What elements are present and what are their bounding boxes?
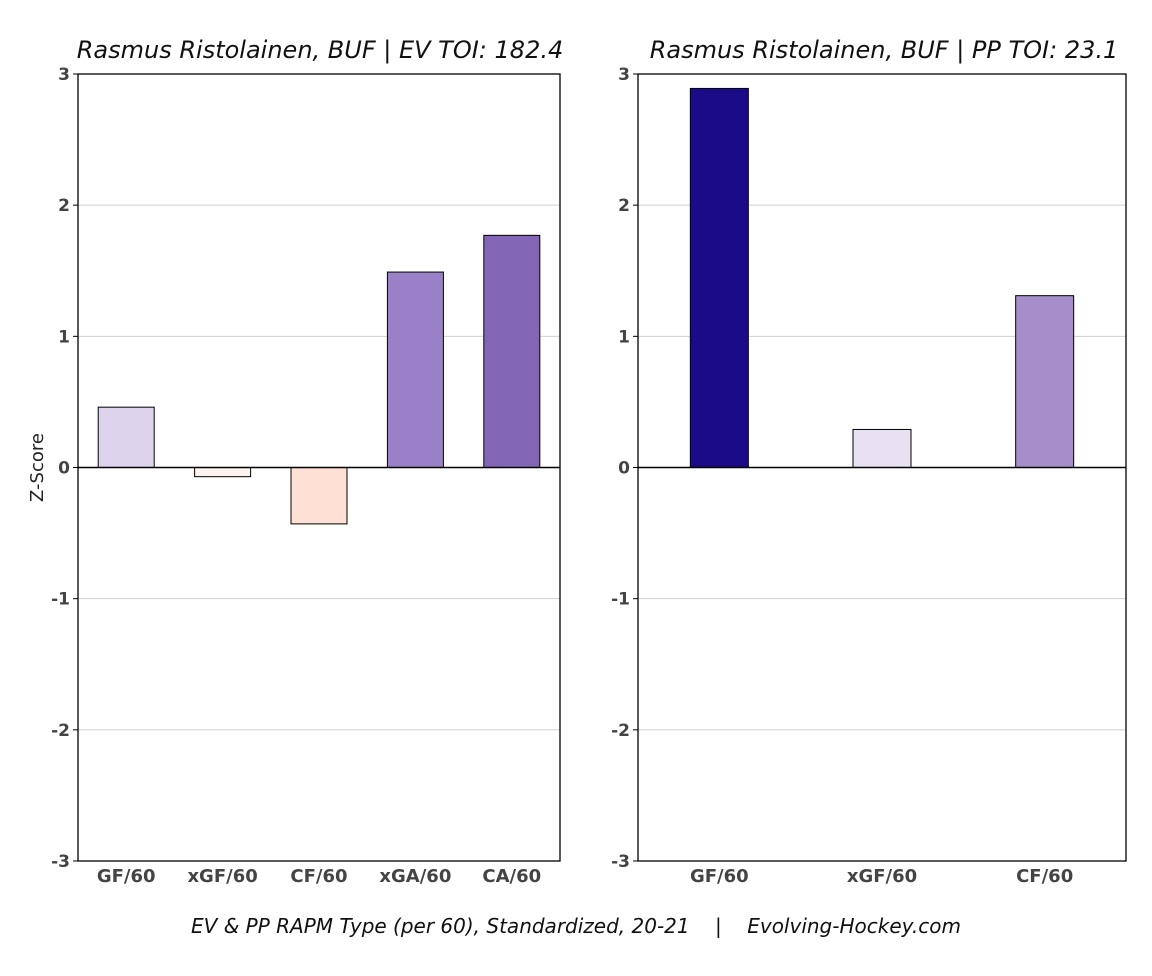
panel2-y-tick-label: 2 (618, 196, 630, 216)
panel2-y-tick-label: 3 (618, 65, 630, 85)
panel1-bar-cf-60 (290, 467, 348, 525)
panel1-title: Rasmus Ristolainen, BUF | EV TOI: 182.4 (77, 36, 563, 64)
panel1-bar-ca-60 (483, 234, 541, 468)
panel1-bar-xga-60 (386, 271, 444, 469)
panel2-y-tick-label: -3 (611, 852, 630, 872)
panel2-title: Rasmus Ristolainen, BUF | PP TOI: 23.1 (650, 36, 1119, 64)
panel2-bar-xgf-60 (852, 428, 912, 469)
panel1-y-tick-label: -2 (51, 721, 70, 741)
panel1-x-tick-label: xGF/60 (187, 866, 257, 887)
panel1-x-tick-label: CF/60 (290, 866, 347, 887)
panel1-x-tick-label: xGA/60 (379, 866, 451, 887)
panel2-y-tick-label: 0 (618, 459, 630, 479)
panel2-x-tick-label: CF/60 (1016, 866, 1073, 887)
panel2-bar-gf-60 (689, 87, 749, 468)
panel1-y-tick-label: -1 (51, 590, 70, 610)
footer-caption: EV & PP RAPM Type (per 60), Standardized… (191, 914, 961, 938)
panel2-x-tick-label: xGF/60 (847, 866, 917, 887)
panel2-x-tick-label: GF/60 (690, 866, 749, 887)
panel2-bar-cf-60 (1015, 295, 1075, 468)
panel2-y-tick-label: -1 (611, 590, 630, 610)
panel1-bar-xgf-60 (194, 467, 252, 478)
panel1-x-tick-label: CA/60 (482, 866, 541, 887)
panel1-x-tick-label: GF/60 (97, 866, 156, 887)
panel1-y-tick-label: 2 (58, 196, 70, 216)
panel2-y-tick-label: 1 (618, 327, 630, 347)
panel1-y-tick-label: 3 (58, 65, 70, 85)
panel1-bar-gf-60 (97, 406, 155, 468)
panel1-y-axis-label: Z-Score (27, 433, 48, 502)
panel2-y-tick-label: -2 (611, 721, 630, 741)
panel1-y-tick-label: 0 (58, 459, 70, 479)
panel1-y-tick-label: -3 (51, 852, 70, 872)
panel1-y-tick-label: 1 (58, 327, 70, 347)
